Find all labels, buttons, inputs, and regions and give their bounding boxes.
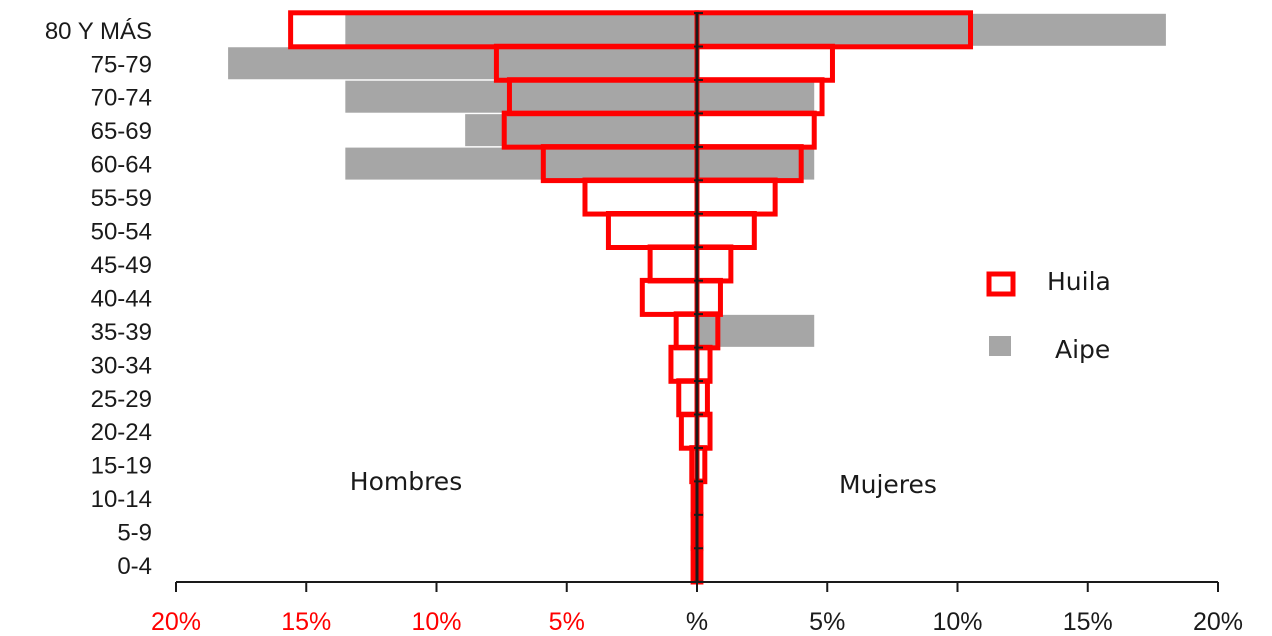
x-tick-label: 20%	[1193, 608, 1243, 636]
huila-mujeres-bar	[694, 378, 710, 418]
aipe-hombres-bar	[345, 13, 697, 46]
x-tick-label: 10%	[411, 608, 461, 636]
age-group-label: 55-59	[91, 185, 152, 212]
huila-mujeres-bar	[694, 244, 734, 284]
aipe-mujeres-bar	[697, 314, 815, 347]
x-tick-label: 5%	[549, 608, 585, 636]
legend-swatch-huila	[986, 271, 1016, 297]
age-group-label: 5-9	[117, 520, 152, 547]
huila-mujeres-bar	[694, 344, 713, 384]
age-group-label: 65-69	[91, 118, 152, 145]
aipe-bars-group	[228, 13, 1166, 347]
age-group-label: 75-79	[91, 51, 152, 78]
huila-hombres-bar	[668, 344, 700, 384]
legend-swatch-aipe	[989, 336, 1011, 356]
aipe-hombres-bar	[228, 47, 697, 80]
huila-mujeres-bar	[694, 211, 757, 250]
aipe-mujeres-bar	[697, 80, 815, 113]
aipe-mujeres-bar	[697, 13, 1166, 46]
age-group-label: 80 Y MÁS	[45, 18, 152, 45]
age-group-label: 35-39	[91, 319, 152, 346]
legend-label-aipe: Aipe	[1055, 335, 1110, 364]
x-tick-label: 20%	[151, 608, 201, 636]
x-tick-labels-group: 20% 15% 10% 5%% 5% 10% 15% 20%	[151, 608, 1243, 636]
age-group-label: 30-34	[91, 352, 152, 379]
age-group-label: 70-74	[91, 85, 152, 112]
huila-hombres-bar	[582, 177, 700, 217]
legend: Huila Aipe	[986, 267, 1111, 364]
age-group-label: 50-54	[91, 219, 152, 246]
age-group-label: 20-24	[91, 419, 152, 446]
huila-mujeres-bar	[694, 43, 835, 83]
x-tick-label: 10%	[932, 608, 982, 636]
x-tick-label: 15%	[1063, 608, 1113, 636]
aipe-hombres-bar	[345, 80, 697, 113]
age-group-label: 15-19	[91, 453, 152, 480]
x-tick-label: %	[686, 608, 708, 636]
huila-hombres-bar	[647, 244, 700, 284]
x-tick-label: 15%	[281, 608, 331, 636]
mujeres-label: Mujeres	[839, 470, 937, 499]
huila-mujeres-bar	[694, 177, 778, 217]
age-group-label: 60-64	[91, 152, 152, 179]
aipe-hombres-bar	[465, 114, 697, 147]
huila-hombres-bar	[673, 311, 700, 351]
age-group-label: 25-29	[91, 386, 152, 413]
age-labels-group: 0-4 5-9 10-14 15-19 20-24 25-29 30-34 35-39 40-4…	[45, 18, 152, 580]
aipe-hombres-bar	[345, 147, 697, 180]
huila-mujeres-bar	[694, 411, 713, 451]
age-group-label: 40-44	[91, 285, 152, 312]
age-group-label: 45-49	[91, 252, 152, 279]
legend-label-huila: Huila	[1047, 267, 1111, 296]
huila-hombres-bar	[605, 211, 700, 250]
huila-hombres-bar	[676, 378, 700, 418]
aipe-mujeres-bar	[697, 147, 815, 180]
huila-mujeres-bar	[694, 277, 723, 317]
huila-mujeres-bar	[694, 110, 817, 150]
age-group-label: 0-4	[117, 553, 152, 580]
axes-group	[175, 12, 1219, 592]
age-group-label: 10-14	[91, 486, 152, 513]
x-tick-label: 5%	[809, 608, 845, 636]
huila-hombres-bar	[639, 277, 700, 317]
hombres-label: Hombres	[350, 467, 462, 496]
